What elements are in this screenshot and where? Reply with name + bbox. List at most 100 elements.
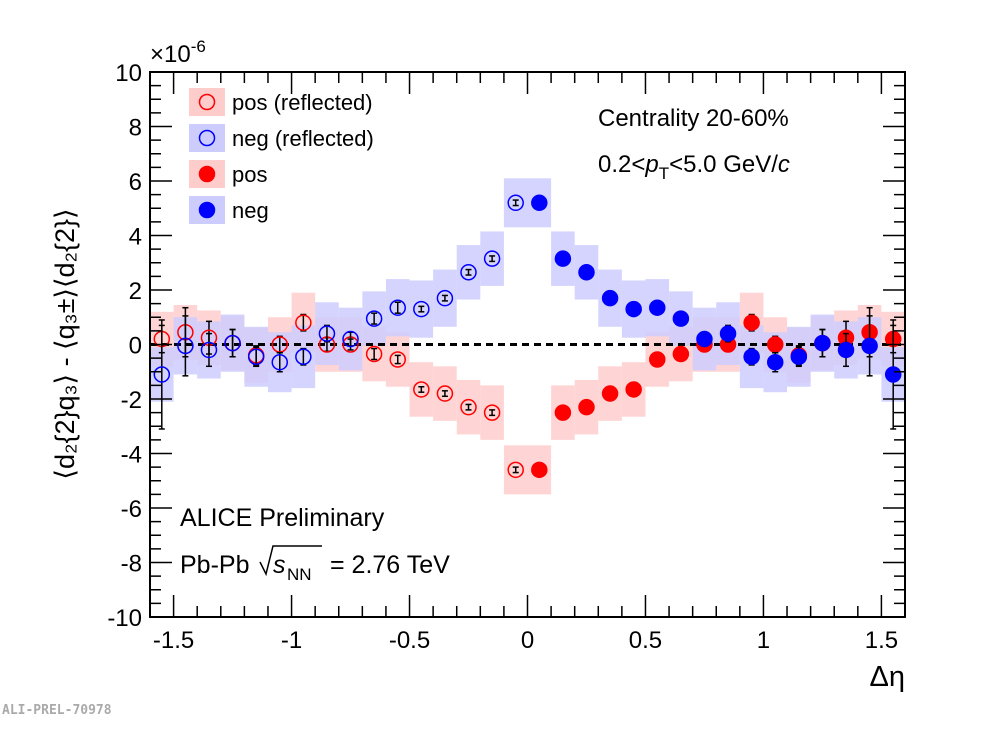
marker bbox=[483, 250, 501, 267]
marker bbox=[153, 366, 171, 383]
x-tick-label: 0 bbox=[521, 627, 534, 654]
marker bbox=[531, 461, 548, 479]
y-tick-label: 6 bbox=[129, 169, 142, 196]
marker bbox=[460, 264, 477, 281]
point-neg bbox=[531, 194, 548, 212]
point-neg-reflected- bbox=[483, 250, 501, 267]
point-neg-reflected- bbox=[224, 328, 241, 358]
point-neg bbox=[743, 347, 760, 366]
marker bbox=[837, 341, 855, 359]
legend: pos (reflected) neg (reflected) pos neg bbox=[189, 88, 374, 224]
y-tick-label: 4 bbox=[129, 224, 142, 251]
point-neg-reflected- bbox=[413, 300, 430, 318]
marker bbox=[365, 310, 383, 327]
point-neg-reflected- bbox=[318, 324, 336, 343]
point-neg-reflected- bbox=[389, 299, 406, 316]
point-neg bbox=[625, 300, 642, 318]
point-neg bbox=[861, 315, 878, 377]
marker bbox=[554, 404, 572, 421]
point-pos bbox=[625, 381, 642, 398]
point-neg bbox=[601, 289, 619, 307]
point-pos bbox=[531, 461, 548, 479]
marker bbox=[861, 337, 878, 355]
pt-range-label: 0.2<pT<5.0 GeV/c bbox=[598, 151, 790, 183]
marker bbox=[436, 289, 454, 307]
point-neg bbox=[814, 328, 831, 358]
point-neg-reflected- bbox=[507, 194, 524, 212]
point-neg bbox=[649, 299, 666, 316]
marker bbox=[790, 348, 808, 366]
legend-swatch bbox=[189, 88, 225, 116]
point-neg bbox=[837, 332, 855, 368]
marker bbox=[295, 348, 312, 366]
legend-marker bbox=[198, 201, 216, 219]
legend-item-neg-reflected-: neg (reflected) bbox=[189, 124, 374, 152]
point-pos bbox=[601, 385, 619, 402]
point-neg-reflected- bbox=[247, 346, 265, 368]
point-pos-reflected- bbox=[413, 381, 430, 398]
legend-marker bbox=[198, 93, 216, 111]
marker bbox=[413, 381, 430, 398]
legend-marker bbox=[198, 165, 216, 183]
marker bbox=[625, 300, 642, 318]
point-neg bbox=[672, 310, 690, 327]
x-tick-label: 0.5 bbox=[629, 627, 662, 654]
point-pos-reflected- bbox=[365, 345, 383, 363]
point-neg bbox=[884, 319, 902, 430]
marker bbox=[507, 461, 524, 479]
marker bbox=[766, 336, 784, 353]
marker bbox=[554, 250, 572, 267]
point-neg-reflected- bbox=[342, 330, 359, 348]
point-neg bbox=[766, 351, 784, 373]
marker bbox=[601, 385, 619, 402]
marker bbox=[483, 404, 501, 421]
axis-ticks bbox=[149, 71, 906, 618]
marker bbox=[743, 348, 760, 366]
y-axis-label: ⟨d₂{2}q₃⟩ - ⟨q₃±⟩⟨d₂{2}⟩ bbox=[50, 208, 80, 479]
point-pos-reflected- bbox=[507, 461, 524, 479]
marker bbox=[649, 299, 666, 316]
svg-text:NN: NN bbox=[287, 565, 312, 584]
legend-label: neg bbox=[232, 198, 269, 223]
legend-label: pos bbox=[232, 162, 267, 187]
centrality-label: Centrality 20-60% bbox=[598, 105, 789, 132]
data-points bbox=[153, 194, 902, 479]
y-multiplier: ×10-6 bbox=[150, 37, 206, 68]
svg-text:Pb-Pb: Pb-Pb bbox=[180, 551, 249, 579]
point-neg-reflected- bbox=[153, 319, 171, 430]
y-tick-label: 2 bbox=[129, 278, 142, 305]
point-pos bbox=[649, 351, 666, 368]
point-pos bbox=[743, 313, 760, 332]
marker bbox=[295, 314, 312, 331]
point-pos bbox=[554, 404, 572, 421]
marker bbox=[436, 385, 454, 402]
marker bbox=[696, 330, 713, 348]
point-pos bbox=[672, 345, 690, 363]
marker bbox=[507, 194, 524, 212]
x-tick-label: -0.5 bbox=[389, 627, 430, 654]
y-tick-label: 0 bbox=[129, 333, 142, 360]
alice-preliminary-label: ALICE Preliminary bbox=[180, 504, 385, 532]
sqrt-sign bbox=[259, 545, 322, 577]
legend-item-neg: neg bbox=[189, 196, 269, 224]
marker bbox=[578, 398, 595, 416]
legend-label: neg (reflected) bbox=[232, 126, 374, 151]
legend-item-pos-reflected-: pos (reflected) bbox=[189, 88, 373, 116]
collision-system-label: Pb-Pb s NN = 2.76 TeV bbox=[180, 545, 450, 584]
x-tick-label: -1 bbox=[281, 627, 302, 654]
marker bbox=[601, 289, 619, 307]
watermark: ALI-PREL-70978 bbox=[2, 703, 112, 718]
svg-text:s: s bbox=[273, 551, 286, 579]
systematic-bands bbox=[150, 178, 905, 495]
marker bbox=[672, 345, 690, 363]
point-pos bbox=[578, 398, 595, 416]
marker bbox=[719, 325, 737, 342]
point-neg-reflected- bbox=[177, 315, 194, 377]
marker bbox=[649, 351, 666, 368]
marker bbox=[460, 398, 477, 416]
y-tick-label: -8 bbox=[121, 551, 142, 578]
marker bbox=[625, 381, 642, 398]
point-neg bbox=[790, 346, 808, 368]
y-tick-label: 8 bbox=[129, 115, 142, 142]
marker bbox=[389, 351, 406, 368]
